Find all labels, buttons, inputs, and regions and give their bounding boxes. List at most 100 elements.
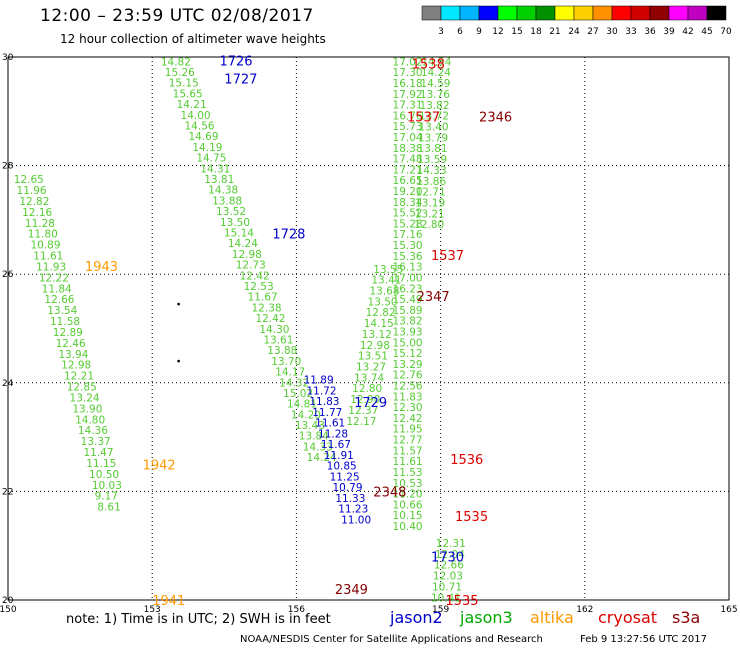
wave-height-value: 12.53 xyxy=(244,281,274,293)
wave-height-value: 10.15 xyxy=(393,510,423,522)
wave-height-value: 16.76 xyxy=(393,110,423,122)
wave-height-value: 12.37 xyxy=(348,405,378,417)
wave-height-value: 15.36 xyxy=(393,251,423,263)
wave-height-value: 13.82 xyxy=(419,100,449,112)
wave-height-value: 11.15 xyxy=(86,458,116,470)
wave-height-value: 11.89 xyxy=(304,375,334,387)
wave-height-value: 13.27 xyxy=(356,362,386,374)
lat-tick-label: 22 xyxy=(2,487,13,497)
scale-label: 6 xyxy=(457,27,463,37)
note-text: note: 1) Time is in UTC; 2) SWH is in fe… xyxy=(66,612,331,627)
pass-label: 1535 xyxy=(445,594,478,609)
wave-height-value: 12.80 xyxy=(414,219,444,231)
lon-tick-label: 162 xyxy=(576,605,593,615)
wave-height-value: 11.67 xyxy=(321,439,351,451)
wave-height-value: 11.72 xyxy=(306,385,336,397)
wave-height-value: 12.30 xyxy=(393,402,423,414)
wave-height-value: 12.42 xyxy=(393,413,423,425)
wave-height-value: 11.95 xyxy=(393,424,423,436)
wave-height-value: 11.25 xyxy=(330,471,360,483)
wave-height-value: 13.40 xyxy=(418,122,448,134)
wave-height-value: 15.12 xyxy=(393,348,423,360)
pass-label: 1536 xyxy=(450,453,483,468)
wave-height-value: 11.20 xyxy=(393,489,423,501)
wave-height-value: 14.24 xyxy=(421,67,451,79)
wave-height-value: 11.23 xyxy=(338,504,368,516)
wave-height-value: 11.61 xyxy=(393,456,423,468)
wave-height-value: 12.76 xyxy=(393,370,423,382)
timestamp-text: Feb 9 13:27:56 UTC 2017 xyxy=(580,634,707,645)
wave-height-value: 18.34 xyxy=(393,197,423,209)
wave-height-value: 8.61 xyxy=(97,502,120,514)
pass-label: 1535 xyxy=(455,510,488,525)
pass-label: 2348 xyxy=(373,485,406,500)
wave-height-value: 10.50 xyxy=(89,469,119,481)
wave-height-value: 12.65 xyxy=(14,174,44,186)
wave-height-value: 14.59 xyxy=(420,78,450,90)
scale-label: 27 xyxy=(587,27,598,37)
wave-height-value: 16.23 xyxy=(393,283,423,295)
wave-height-value: 14.75 xyxy=(196,153,226,165)
wave-height-value: 14.19 xyxy=(192,142,222,154)
pass-label: 2346 xyxy=(479,111,512,126)
wave-height-value: 12.71 xyxy=(416,187,446,199)
wave-height-value: 13.81 xyxy=(204,174,234,186)
wave-height-value: 13.61 xyxy=(263,334,293,346)
wave-height-value: 12.80 xyxy=(352,383,382,395)
wave-height-value: 13.76 xyxy=(420,89,450,101)
wave-height-value: 14.24 xyxy=(307,452,337,464)
wave-height-value: 13.82 xyxy=(393,316,423,328)
wave-height-value: 13.41 xyxy=(371,275,401,287)
wave-height-value: 13.24 xyxy=(70,392,100,404)
wave-height-value: 15.00 xyxy=(393,337,423,349)
wave-height-value: 12.85 xyxy=(67,382,97,394)
wave-height-value: 13.59 xyxy=(417,154,447,166)
wave-height-value: 19.20 xyxy=(393,186,423,198)
wave-height-value: 17.16 xyxy=(393,229,423,241)
wave-height-value: 11.28 xyxy=(318,428,348,440)
wave-height-value: 10.79 xyxy=(332,482,362,494)
wave-height-value: 15.73 xyxy=(393,121,423,133)
wave-height-value: 12.56 xyxy=(393,381,423,393)
wave-height-value: 17.21 xyxy=(393,164,423,176)
wave-height-value: 10.53 xyxy=(393,478,423,490)
island-dot xyxy=(177,359,180,363)
wave-height-value: 11.47 xyxy=(83,447,113,459)
pass-label: 1537 xyxy=(407,111,440,126)
wave-height-value: 12.17 xyxy=(346,416,376,428)
wave-height-value: 13.50 xyxy=(220,217,250,229)
wave-height-value: 17.00 xyxy=(393,272,423,284)
pass-label: 1941 xyxy=(152,594,185,609)
wave-height-value: 12.77 xyxy=(393,435,423,447)
wave-height-value: 15.28 xyxy=(393,218,423,230)
scale-label: 21 xyxy=(549,27,560,37)
lat-tick-label: 26 xyxy=(2,270,14,280)
lat-tick-label: 28 xyxy=(2,162,14,172)
wave-height-value: 13.43 xyxy=(295,420,325,432)
wave-height-value: 15.89 xyxy=(393,305,423,317)
wave-height-value: 14.33 xyxy=(303,441,333,453)
mission-label-altika: altika xyxy=(530,608,574,627)
scale-label: 3 xyxy=(438,27,444,37)
wave-height-value: 17.31 xyxy=(393,100,423,112)
wave-height-value: 14.30 xyxy=(259,324,289,336)
wave-height-value: 13.68 xyxy=(369,285,399,297)
wave-height-value: 11.80 xyxy=(28,229,58,241)
wave-height-value: 11.28 xyxy=(25,218,55,230)
wave-height-value: 15.26 xyxy=(165,67,195,79)
wave-height-value: 13.12 xyxy=(362,329,392,341)
wave-height-value: 11.84 xyxy=(42,283,72,295)
wave-height-value: 13.94 xyxy=(58,349,88,361)
pass-label: 1730 xyxy=(431,551,464,566)
wave-height-value: 15.15 xyxy=(169,78,199,90)
pass-label: 1537 xyxy=(431,249,464,264)
wave-height-value: 17.04 xyxy=(393,132,423,144)
lon-tick-label: 159 xyxy=(432,605,449,615)
wave-height-value: 12.82 xyxy=(19,196,49,208)
mission-label-cryosat: cryosat xyxy=(598,608,658,627)
wave-height-value: 11.91 xyxy=(324,450,354,462)
scale-label: 45 xyxy=(701,27,712,37)
lon-tick-label: 165 xyxy=(720,605,737,615)
pass-label: 1943 xyxy=(85,260,118,275)
